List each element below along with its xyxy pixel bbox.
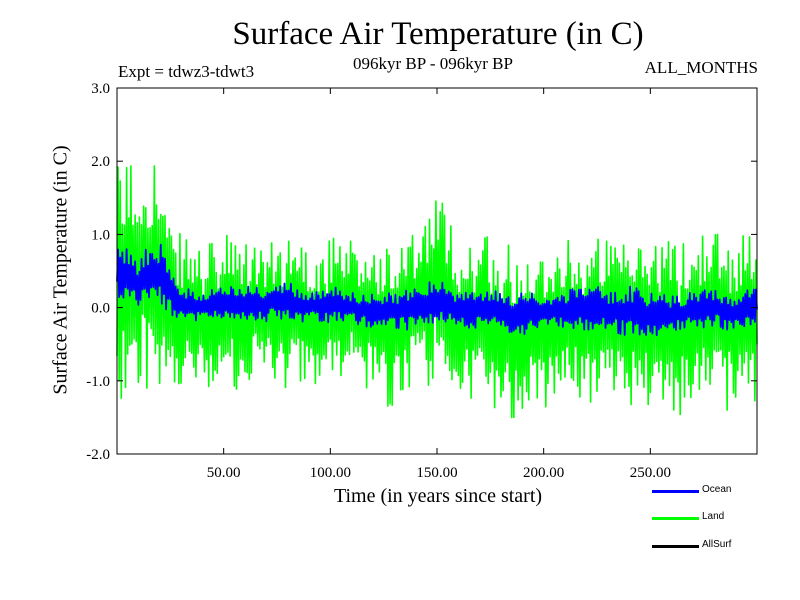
x-tick-label-50: 50.00 <box>207 465 241 481</box>
y-tick-label-y-1_0: 1.0 <box>91 227 110 243</box>
x-tick-label-100: 100.00 <box>310 465 351 481</box>
legend-swatch-allsurf <box>652 545 699 548</box>
months-label: ALL_MONTHS <box>644 58 758 77</box>
y-tick-label-y-3_0: 3.0 <box>91 81 110 97</box>
y-tick-label-y-2_0: 2.0 <box>91 154 110 170</box>
chart-title: Surface Air Temperature (in C) <box>232 16 644 52</box>
x-axis-label: Time (in years since start) <box>333 485 543 507</box>
period-label: 096kyr BP - 096kyr BP <box>353 54 513 73</box>
y-tick-label-y-m2_0: -2.0 <box>86 447 110 463</box>
x-tick-label-200: 200.00 <box>523 465 564 481</box>
y-tick-label-y-0_0: 0.0 <box>91 301 110 317</box>
series-line-land <box>116 165 758 419</box>
y-tick-label-y-m1_0: -1.0 <box>86 374 110 390</box>
series-line-ocean <box>116 243 758 337</box>
y-axis-label: Surface Air Temperature (in C) <box>49 145 72 395</box>
x-tick-label-250: 250.00 <box>630 465 671 481</box>
x-tick-label-150: 150.00 <box>416 465 457 481</box>
experiment-label: Expt = tdwz3-tdwt3 <box>118 62 255 81</box>
series-layer <box>116 165 758 419</box>
legend-swatch-land <box>652 517 699 520</box>
legend-label-allsurf: AllSurf <box>702 539 732 550</box>
axes-layer: -2.0 -1.0 0.0 1.0 2.0 3.0 50.00 100.00 150.00 200… <box>86 81 757 481</box>
legend-label-ocean: Ocean <box>702 484 732 495</box>
legend-swatch-ocean <box>652 490 699 493</box>
legend-label-land: Land <box>702 511 725 522</box>
